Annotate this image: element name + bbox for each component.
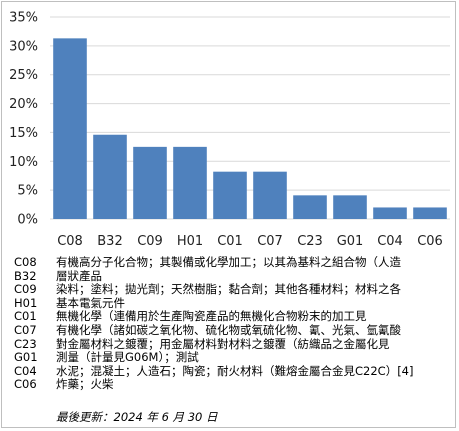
legend-row: C23 對金屬材料之鍍覆；用金屬材料對材料之鍍覆（紡織品之金屬化見 — [14, 336, 454, 352]
legend-row: B32 層狀產品 — [14, 268, 454, 284]
legend-row: C06 炸藥；火柴 — [14, 378, 454, 392]
x-axis-categories: C08 B32 C09 H01 C01 C07 C23 G01 C04 C06 — [57, 234, 443, 249]
legend-row: G01 測量（計量見G06M）；測試 — [14, 351, 454, 365]
legend-code: C01 — [14, 309, 37, 324]
legend-description: 層狀產品 — [56, 269, 102, 283]
y-tick-label: 30% — [9, 39, 38, 54]
bar-g01 — [333, 195, 367, 219]
legend-description: 基本電氣元件 — [56, 296, 125, 310]
legend-row: C09 染料；塗料；拋光劑；天然樹脂；黏合劑；其他各種材料；材料之各 — [14, 283, 454, 297]
last-updated: 最後更新：2024 年 6 月 30 日 — [56, 410, 218, 424]
x-category-label: C23 — [297, 234, 323, 249]
x-category-label: C06 — [417, 234, 443, 249]
bar-c06 — [413, 207, 447, 219]
legend-code: C07 — [14, 322, 37, 337]
legend-description: 炸藥；火柴 — [56, 378, 114, 392]
x-category-label: H01 — [177, 234, 203, 249]
legend-row: C07 有機化學（諸如碳之氧化物、硫化物或氧硫化物、氰、光氣、氫氰酸 — [14, 322, 454, 338]
bar-c08 — [53, 38, 87, 220]
y-tick-label: 10% — [9, 155, 38, 170]
legend-code: C09 — [14, 282, 37, 297]
x-category-label: C09 — [137, 234, 163, 249]
legend-code: B32 — [14, 268, 37, 283]
bar-h01 — [173, 146, 207, 219]
legend-code: G01 — [14, 350, 38, 365]
bar-c07 — [253, 171, 287, 219]
legend-description: 測量（計量見G06M）；測試 — [56, 351, 199, 365]
category-legend: C08 有機高分子化合物；其製備或化學加工；以其為基料之組合物（人造 B32 層狀產… — [14, 255, 454, 392]
x-category-label: C04 — [377, 234, 403, 249]
legend-code: H01 — [14, 295, 38, 310]
y-tick-label: 15% — [9, 126, 38, 141]
bar-c23 — [293, 195, 327, 219]
legend-description: 水泥；混凝土；人造石；陶瓷；耐火材料（難熔金屬合金見C22C）[4] — [56, 364, 414, 378]
x-category-label: C07 — [257, 234, 283, 249]
legend-code: C04 — [14, 363, 37, 378]
legend-description: 染料；塗料；拋光劑；天然樹脂；黏合劑；其他各種材料；材料之各 — [56, 283, 401, 297]
bar-chart: 0%5%10%15%20%25%30%35% C08 B32 C09 H01 C01 C0… — [9, 11, 450, 249]
y-tick-label: 35% — [9, 11, 38, 26]
legend-description: 有機高分子化合物；其製備或化學加工；以其為基料之組合物（人造 — [56, 256, 401, 269]
legend-code: C23 — [14, 336, 37, 351]
y-tick-label: 5% — [17, 184, 38, 199]
legend-row: C04 水泥；混凝土；人造石；陶瓷；耐火材料（難熔金屬合金見C22C）[4] — [14, 363, 454, 379]
legend-code: C06 — [14, 377, 37, 392]
legend-description: 有機化學（諸如碳之氧化物、硫化物或氧硫化物、氰、光氣、氫氰酸 — [56, 323, 401, 337]
x-category-label: G01 — [337, 234, 364, 249]
legend-description: 無機化學（連備用於生產陶瓷產品的無機化合物粉末的加工見 — [56, 310, 367, 324]
bar-b32 — [93, 134, 127, 219]
x-category-label: C08 — [57, 234, 83, 249]
x-category-label: B32 — [97, 234, 122, 249]
bar-c01 — [213, 171, 247, 219]
y-tick-label: 0% — [17, 213, 38, 228]
legend-code: C08 — [14, 255, 37, 269]
y-axis-ticks: 0% 5% 10% 15% 20% 25% 30% 35% — [9, 11, 38, 228]
bar-c04 — [373, 207, 407, 219]
legend-row: C08 有機高分子化合物；其製備或化學加工；以其為基料之組合物（人造 — [14, 255, 454, 270]
y-tick-label: 25% — [9, 68, 38, 83]
legend-description: 對金屬材料之鍍覆；用金屬材料對材料之鍍覆（紡織品之金屬化見 — [56, 337, 390, 351]
x-category-label: C01 — [217, 234, 243, 249]
bar-c09 — [133, 146, 167, 219]
bars — [53, 38, 447, 220]
y-tick-label: 20% — [9, 97, 38, 112]
legend-row: H01 基本電氣元件 — [14, 295, 454, 311]
legend-row: C01 無機化學（連備用於生產陶瓷產品的無機化合物粉末的加工見 — [14, 310, 454, 324]
